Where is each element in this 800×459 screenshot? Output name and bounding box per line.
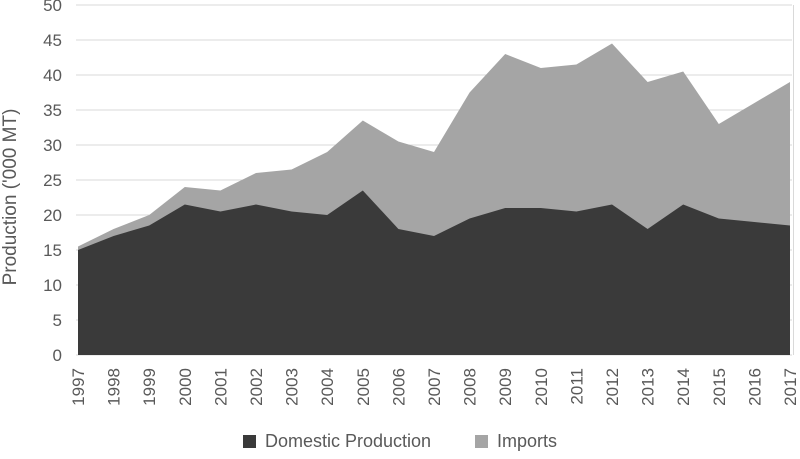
x-tick-label: 2008: [461, 368, 480, 406]
legend-swatch-domestic-production-icon: [242, 435, 256, 448]
x-tick-label: 2017: [781, 368, 800, 406]
x-tick-label: 1999: [140, 368, 159, 406]
y-tick-label: 40: [43, 66, 62, 85]
x-tick-label: 2006: [389, 368, 408, 406]
y-tick-label: 20: [43, 206, 62, 225]
legend-item-imports: Imports: [475, 431, 557, 452]
legend-label-imports: Imports: [497, 431, 558, 451]
y-tick-label: 5: [53, 311, 62, 330]
x-tick-label: 2007: [425, 368, 444, 406]
x-tick-label: 2011: [567, 368, 586, 405]
area-series: [78, 43, 790, 355]
x-axis-tick-labels: 1997 1998 1999 2000 2001 2002 2003 2004 2005 2006…: [69, 368, 800, 406]
x-tick-label: 2004: [318, 368, 337, 406]
x-tick-label: 2014: [674, 368, 693, 406]
legend-label-domestic-production: Domestic Production: [264, 431, 432, 451]
x-tick-label: 1997: [69, 368, 88, 406]
x-tick-label: 1998: [105, 368, 124, 406]
y-tick-label: 30: [43, 136, 62, 155]
x-tick-label: 2010: [532, 368, 551, 406]
y-tick-label: 35: [43, 101, 62, 120]
y-tick-label: 0: [53, 346, 62, 365]
x-tick-label: 2013: [639, 368, 658, 406]
y-axis-tick-labels: 0 5 10 15 20 25 30 35 40 45 50: [43, 0, 62, 365]
x-tick-label: 2002: [247, 368, 266, 406]
x-tick-label: 2015: [710, 368, 729, 406]
x-tick-label: 2009: [496, 368, 515, 406]
x-tick-label: 2012: [603, 368, 622, 406]
x-tick-label: 2000: [176, 368, 195, 406]
area-domestic-production: [78, 190, 790, 355]
legend-item-domestic-production: Domestic Production: [242, 431, 432, 452]
legend-swatch-imports-icon: [475, 435, 489, 448]
y-axis-title: Production ('000 MT): [0, 109, 21, 286]
y-tick-label: 50: [43, 0, 62, 15]
y-tick-label: 10: [43, 276, 62, 295]
y-tick-label: 25: [43, 171, 62, 190]
x-tick-label: 2001: [211, 368, 230, 406]
x-tick-label: 2005: [354, 368, 373, 406]
x-tick-label: 2003: [283, 368, 302, 406]
x-tick-label: 2016: [745, 368, 764, 406]
legend: Domestic Production Imports: [0, 431, 800, 452]
y-tick-label: 45: [43, 31, 62, 50]
y-tick-label: 15: [43, 241, 62, 260]
